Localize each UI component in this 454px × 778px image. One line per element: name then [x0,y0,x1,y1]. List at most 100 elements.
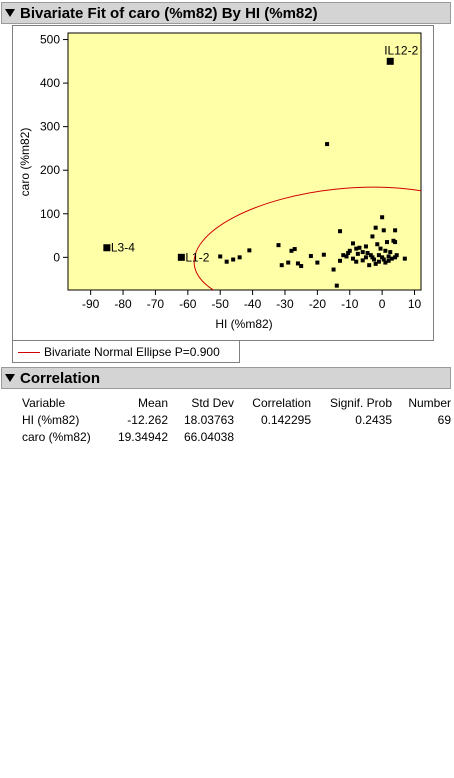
data-point [309,254,313,258]
table-cell: 19.34942 [102,428,168,445]
x-tick-label: -60 [179,297,197,311]
correlation-table: Variable Mean Std Dev Correlation Signif… [22,394,451,445]
data-point [393,240,397,244]
column-header: Number [392,394,451,411]
data-point [383,249,387,253]
table-row: caro (%m82) 19.34942 66.04038 [22,428,451,445]
legend: Bivariate Normal Ellipse P=0.900 [12,341,240,363]
data-point [332,268,336,272]
data-point [231,258,235,262]
data-point [357,246,361,250]
labeled-data-point [387,58,394,65]
x-tick-label: 0 [379,297,386,311]
x-tick-label: -30 [276,297,294,311]
data-point [395,253,399,257]
y-tick-label: 0 [53,250,60,264]
column-header: Correlation [234,394,311,411]
data-point [286,261,290,265]
x-tick-label: -80 [114,297,132,311]
data-point [299,264,303,268]
chart-frame: L3-4 L1-2 IL12-2 -90 -80 -70 -60 -50 -40 -30 -20-… [12,25,434,341]
labeled-data-point [178,254,185,261]
legend-label: Bivariate Normal Ellipse P=0.900 [44,345,220,359]
column-header: Std Dev [168,394,234,411]
data-point [335,284,339,288]
data-point [346,251,350,255]
data-point [361,250,365,254]
data-point [225,260,229,264]
ellipse-legend-swatch [18,352,40,353]
column-header: Signif. Prob [311,394,392,411]
table-cell: HI (%m82) [22,411,102,428]
data-point [370,234,374,238]
data-point [277,243,281,247]
column-header: Variable [22,394,102,411]
data-point [367,263,371,267]
table-cell: 18.03763 [168,411,234,428]
table-cell: caro (%m82) [22,428,102,445]
data-point [388,250,392,254]
data-point [385,240,389,244]
data-point [364,255,368,259]
y-axis-label: caro (%m82) [18,128,32,197]
data-point [354,260,358,264]
x-tick-label: -10 [341,297,359,311]
data-point [372,258,376,262]
y-tick-label: 300 [40,120,60,134]
correlation-header[interactable]: Correlation [1,367,451,389]
data-point [403,257,407,261]
x-tick-label: -40 [244,297,262,311]
data-point [374,226,378,230]
data-point [322,253,326,257]
x-axis-label: HI (%m82) [215,317,272,331]
y-tick-label: 400 [40,76,60,90]
x-tick-label: -50 [212,297,230,311]
data-point [325,142,329,146]
table-header-row: Variable Mean Std Dev Correlation Signif… [22,394,451,411]
table-cell: 0.142295 [234,411,311,428]
table-cell: 66.04038 [168,428,234,445]
x-tick-label: -70 [147,297,165,311]
data-point [345,254,349,258]
data-point [351,241,355,245]
data-point [366,251,370,255]
x-tick-label: -20 [309,297,327,311]
data-point [315,261,319,265]
data-point [377,260,381,264]
data-point [247,248,251,252]
point-label: L1-2 [185,250,209,264]
table-row: HI (%m82) -12.262 18.03763 0.142295 0.24… [22,411,451,428]
data-point [382,228,386,232]
y-tick-label: 200 [40,163,60,177]
table-cell: 0.2435 [311,411,392,428]
data-point [338,259,342,263]
disclosure-triangle-icon[interactable] [5,374,15,382]
column-header: Mean [102,394,168,411]
y-tick-label: 500 [40,33,60,47]
table-cell [392,428,451,445]
x-tick-label: -90 [82,297,100,311]
labeled-data-point [103,244,110,251]
bivariate-fit-header[interactable]: Bivariate Fit of caro (%m82) By HI (%m82… [1,2,451,24]
data-point [379,247,383,251]
data-point [364,244,368,248]
point-label: IL12-2 [384,43,418,57]
data-point [356,252,360,256]
report-title: Bivariate Fit of caro (%m82) By HI (%m82… [20,5,318,22]
disclosure-triangle-icon[interactable] [5,9,15,17]
correlation-title: Correlation [20,370,100,387]
data-point [238,255,242,259]
table-cell: 69 [392,411,451,428]
data-point [338,229,342,233]
data-point [380,215,384,219]
table-cell [234,428,311,445]
data-point [280,263,284,267]
data-point [393,228,397,232]
table-cell [311,428,392,445]
y-tick-label: 100 [40,207,60,221]
scatter-chart: L3-4 L1-2 IL12-2 -90 -80 -70 -60 -50 -40 -30 -20-… [13,26,433,340]
point-label: L3-4 [111,241,135,255]
data-point [375,242,379,246]
table-cell: -12.262 [102,411,168,428]
x-tick-label: 10 [408,297,422,311]
